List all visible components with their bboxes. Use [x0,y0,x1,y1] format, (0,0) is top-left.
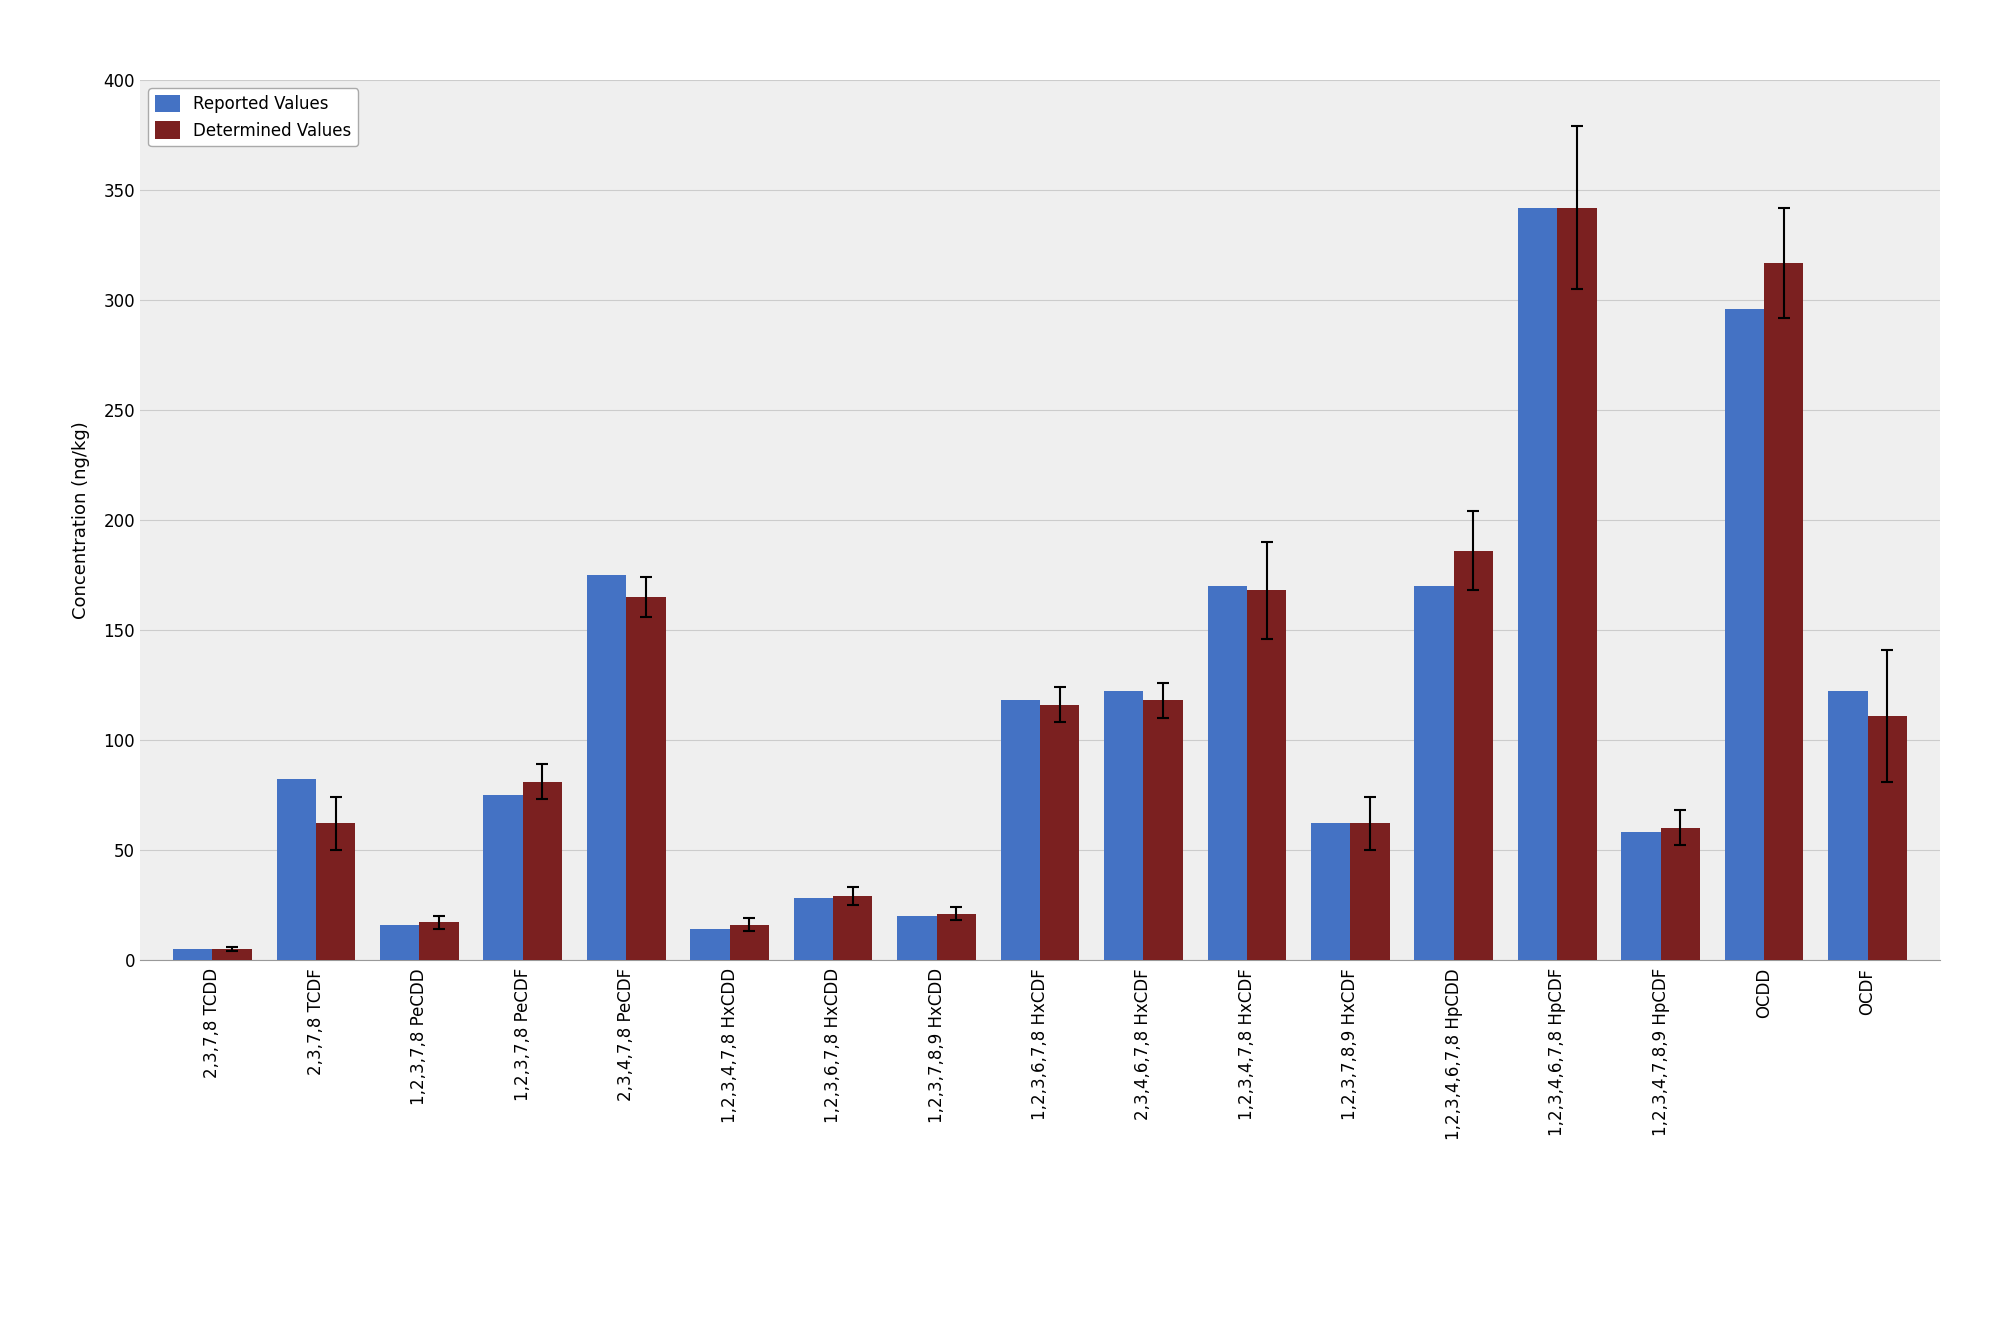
Bar [174,949,212,960]
Bar [484,794,522,960]
Bar [586,575,626,960]
Bar [276,780,316,960]
Bar [1868,716,1906,960]
Bar [690,929,730,960]
Bar [1518,208,1558,960]
Bar [1454,551,1494,960]
Bar [1558,208,1596,960]
Bar [1414,585,1454,960]
Bar [1828,692,1868,960]
Bar [626,597,666,960]
Bar [212,949,252,960]
Bar [730,925,768,960]
Bar [522,781,562,960]
Bar [1764,263,1804,960]
Bar [1622,832,1660,960]
Bar [420,922,458,960]
Bar [1208,585,1246,960]
Bar [936,913,976,960]
Legend: Reported Values, Determined Values: Reported Values, Determined Values [148,88,358,147]
Bar [1660,828,1700,960]
Bar [316,824,356,960]
Bar [1104,692,1144,960]
Bar [1144,700,1182,960]
Bar [1000,700,1040,960]
Y-axis label: Concentration (ng/kg): Concentration (ng/kg) [72,421,90,619]
Bar [1350,824,1390,960]
Bar [380,925,420,960]
Bar [834,896,872,960]
Bar [794,898,834,960]
Bar [1040,705,1080,960]
Bar [898,916,936,960]
Bar [1312,824,1350,960]
Bar [1246,591,1286,960]
Bar [1724,309,1764,960]
